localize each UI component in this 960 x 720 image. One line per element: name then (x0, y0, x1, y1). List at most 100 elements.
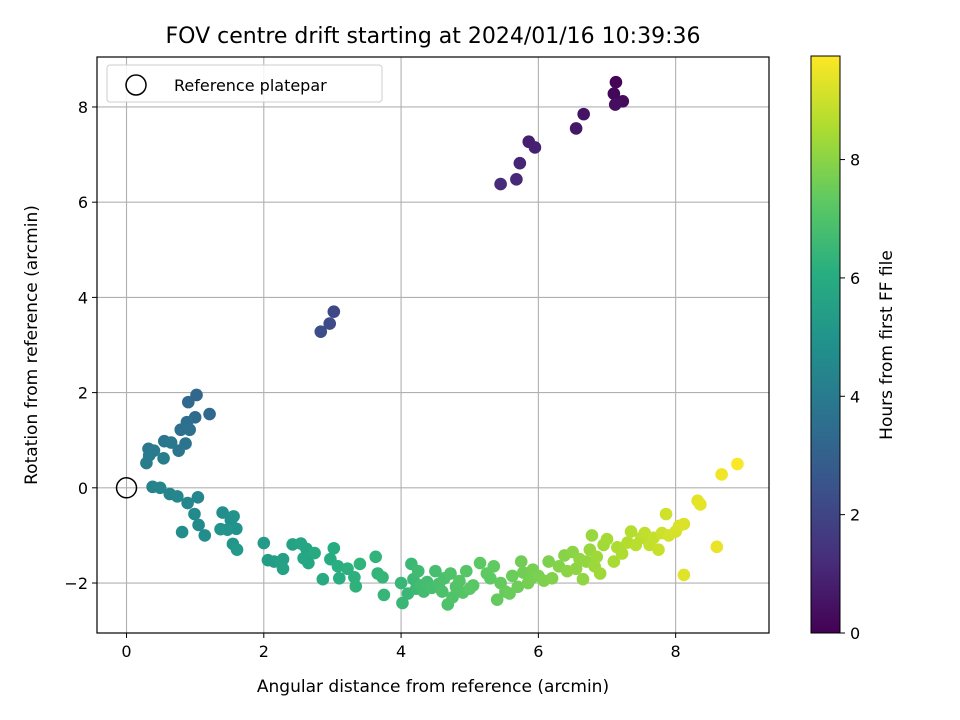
data-point (585, 529, 599, 542)
data-point (257, 536, 271, 550)
data-point (446, 590, 459, 604)
colorbar-tick-label: 2 (850, 506, 860, 525)
x-tick-label: 0 (121, 642, 131, 661)
data-point (316, 572, 330, 586)
data-point (153, 481, 167, 495)
colorbar-label: Hours from first FF file (877, 250, 897, 440)
data-point (198, 529, 212, 542)
data-point (183, 423, 196, 437)
data-point (411, 564, 425, 578)
data-point (677, 568, 691, 582)
y-tick-label: 6 (78, 193, 88, 212)
data-point (333, 571, 346, 585)
data-point (227, 510, 240, 523)
data-point (577, 107, 590, 121)
data-point (230, 543, 244, 556)
data-point (453, 574, 466, 588)
data-point (569, 122, 583, 135)
y-axis-label: Rotation from reference (arcmin) (22, 205, 42, 485)
data-point (216, 506, 229, 519)
data-point (221, 523, 234, 537)
data-point (157, 451, 170, 465)
data-point (513, 156, 527, 170)
data-point (659, 507, 673, 521)
y-tick-label: 4 (78, 288, 88, 307)
colorbar (810, 55, 841, 634)
data-point (652, 543, 665, 556)
data-point (140, 456, 153, 470)
data-point (429, 564, 442, 578)
data-point (624, 525, 638, 538)
data-point (314, 325, 328, 338)
data-point (593, 567, 607, 580)
data-point (710, 540, 724, 554)
data-point (341, 562, 354, 576)
data-point (369, 550, 382, 564)
colorbar-ticks: 0 2 4 6 8 (840, 151, 860, 643)
data-point (396, 596, 409, 610)
y-tick-label: 2 (78, 384, 88, 403)
data-point (466, 579, 480, 592)
x-tick-label: 2 (259, 642, 269, 661)
data-point (181, 395, 195, 409)
data-point (590, 550, 604, 564)
x-tick-label: 4 (396, 642, 406, 661)
data-point (608, 98, 622, 111)
colorbar-tick-label: 0 (850, 624, 860, 643)
data-point (473, 556, 487, 570)
data-point (172, 444, 185, 457)
y-tick-label: 0 (78, 479, 88, 498)
data-point (569, 562, 583, 576)
x-axis-ticks: 0 2 4 6 8 (121, 633, 681, 661)
x-tick-label: 8 (671, 642, 681, 661)
data-point (576, 572, 590, 586)
data-point (171, 490, 184, 503)
x-axis-label: Angular distance from reference (arcmin) (257, 677, 609, 697)
data-point (715, 468, 728, 481)
data-point (615, 547, 629, 560)
y-axis-ticks: −2 0 2 4 6 8 (64, 98, 97, 593)
data-point (435, 585, 449, 598)
reference-platepar-marker (115, 477, 138, 499)
colorbar-tick-label: 8 (850, 151, 860, 170)
data-point (505, 569, 519, 583)
data-point (175, 525, 189, 539)
data-point (308, 546, 321, 560)
data-point (545, 571, 559, 585)
data-point (511, 580, 525, 594)
legend-entry-reference-platepar: Reference platepar (174, 76, 327, 95)
data-point (327, 305, 341, 318)
data-point (528, 141, 542, 154)
y-tick-label: 8 (78, 98, 88, 117)
data-points (140, 75, 744, 611)
grid-lines (97, 57, 769, 633)
data-point (174, 423, 188, 437)
data-point (487, 560, 501, 573)
data-point (376, 571, 389, 584)
colorbar-tick-label: 6 (850, 269, 860, 288)
data-point (164, 436, 178, 449)
data-point (353, 557, 367, 571)
data-point (188, 507, 201, 521)
legend-marker (125, 74, 147, 96)
legend-box (106, 64, 383, 103)
data-point (607, 555, 621, 568)
data-point (394, 576, 408, 590)
chart-title: FOV centre drift starting at 2024/01/16 … (166, 24, 701, 49)
data-point (276, 562, 290, 576)
data-point (731, 457, 744, 471)
data-point (349, 580, 363, 593)
data-point (377, 588, 391, 602)
data-point (510, 173, 523, 186)
y-tick-label: −2 (64, 574, 88, 593)
data-point (600, 532, 614, 546)
data-point (514, 555, 528, 568)
data-point (190, 388, 203, 402)
data-point (694, 498, 707, 511)
data-point (484, 571, 497, 585)
data-point (459, 564, 473, 578)
data-point (490, 593, 504, 606)
data-point (302, 556, 315, 570)
data-point (542, 555, 555, 568)
